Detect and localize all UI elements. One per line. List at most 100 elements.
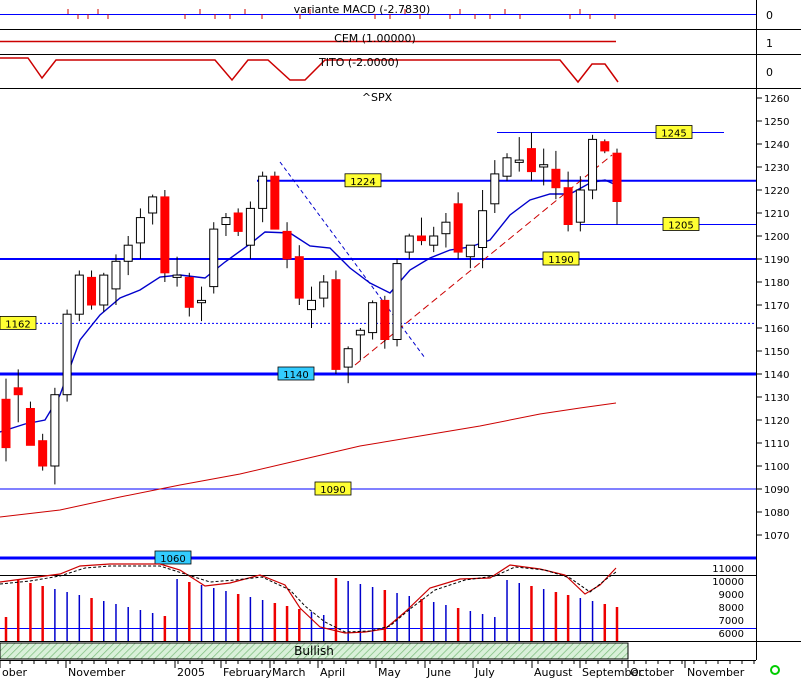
tito-line [0, 57, 619, 84]
candle-36 [441, 213, 451, 248]
x-month-label-12: November [687, 666, 745, 678]
x-month-label-4: March [272, 666, 306, 678]
y-tick-label-1190: 1190 [764, 255, 789, 266]
candles [1, 132, 622, 485]
candle-16 [197, 286, 207, 322]
candle-9 [111, 254, 121, 305]
y-tick-label-1230: 1230 [764, 163, 789, 174]
x-month-label-5: April [320, 666, 345, 678]
x-month-label-9: August [534, 666, 573, 678]
volume-panel: 11000 10000 9000 8000 7000 6000 [0, 563, 756, 641]
level-label-box-1090 [314, 481, 352, 496]
level-label-box-1245 [655, 125, 693, 139]
candle-48 [588, 134, 598, 200]
level-label-box-1140 [277, 366, 315, 381]
candle-40 [490, 160, 500, 213]
level-label-1060: 1060 [160, 554, 185, 565]
x-month-label-6: May [378, 666, 401, 678]
y-tick-label-1220: 1220 [764, 186, 789, 197]
y-tick-label-1150: 1150 [764, 347, 789, 358]
y-tick-label-1110: 1110 [764, 439, 789, 450]
level-label-box-1205 [662, 217, 700, 231]
y-tick-label-1170: 1170 [764, 301, 789, 312]
candle-46 [563, 171, 573, 232]
candle-15 [184, 272, 194, 317]
macd-label: variante MACD (-2.7830) [294, 3, 431, 16]
tito-panel: TITO (-2.0000) 0 [0, 56, 773, 84]
cem-label: CEM (1.00000) [334, 32, 416, 45]
candle-26 [319, 275, 329, 308]
y-tick-label-1100: 1100 [764, 462, 789, 473]
candle-45 [551, 150, 561, 200]
x-month-label-10: September [582, 666, 643, 678]
panel-frames [0, 0, 801, 660]
support-resistance-levels [0, 132, 756, 560]
level-label-box-1060 [154, 550, 192, 565]
y-tick-label-1210: 1210 [764, 209, 789, 220]
macd-panel: variante MACD (-2.7830) 0 [0, 3, 773, 22]
x-month-label-1: November [68, 666, 126, 678]
candle-8 [99, 272, 109, 312]
y-tick-label-1200: 1200 [764, 232, 789, 243]
y-tick-label-1120: 1120 [764, 416, 789, 427]
candle-24 [294, 245, 304, 305]
candle-22 [270, 171, 280, 230]
candle-14 [172, 256, 182, 287]
candle-35 [429, 226, 439, 253]
y-tick-label-1140: 1140 [764, 370, 789, 381]
level-labels: 1245 1224 1205 1190 1162 1140 1090 1060 [0, 125, 700, 565]
volume-tick-6000: 6000 [719, 629, 744, 640]
y-tick-label-1160: 1160 [764, 324, 789, 335]
volume-tick-7000: 7000 [719, 616, 744, 627]
candle-20 [245, 201, 255, 259]
y-tick-label-1080: 1080 [764, 508, 789, 519]
x-month-label-11: October [630, 666, 674, 678]
y-axis: 1070 1080 1090 1100 1110 1120 1130 1140 1150 1160… [756, 94, 789, 542]
tito-label: TITO (-2.0000) [318, 56, 399, 69]
x-axis: ober November 2005 February March April May Jun… [0, 660, 756, 678]
short-moving-average [0, 179, 617, 433]
candle-4 [50, 387, 60, 485]
level-label-1224: 1224 [350, 177, 375, 188]
level-label-1090: 1090 [320, 485, 345, 496]
candle-2 [25, 401, 35, 446]
candle-31 [380, 295, 390, 349]
candle-39 [478, 190, 488, 269]
candle-3 [38, 433, 48, 471]
y-tick-label-1260: 1260 [764, 94, 789, 105]
candle-18 [221, 213, 231, 236]
candle-43 [526, 132, 536, 181]
candle-13 [160, 190, 170, 282]
candle-5 [62, 309, 72, 402]
oscillator-signal [0, 565, 617, 633]
candle-25 [307, 286, 316, 328]
candle-34 [416, 217, 426, 246]
y-tick-label-1250: 1250 [764, 117, 789, 128]
volume-bars [4, 578, 619, 641]
level-label-1245: 1245 [661, 129, 686, 140]
level-label-1162: 1162 [5, 319, 30, 330]
level-label-box-1190 [542, 251, 580, 266]
level-label-box-1162 [0, 315, 37, 330]
tito-tick: 0 [766, 66, 773, 79]
x-month-label-3: February [223, 666, 272, 678]
candle-50 [612, 148, 622, 225]
candle-44 [539, 148, 549, 186]
y-tick-label-1180: 1180 [764, 278, 789, 289]
y-tick-label-1090: 1090 [764, 485, 789, 496]
candle-27 [331, 270, 341, 374]
level-label-1190: 1190 [548, 255, 573, 266]
volume-tick-8000: 8000 [719, 603, 744, 614]
chart-title: ^SPX [362, 91, 393, 104]
candle-7 [87, 270, 97, 310]
candle-47 [575, 176, 585, 232]
sentiment-bar: Bullish [0, 642, 629, 660]
candle-19 [233, 208, 243, 236]
candle-42 [514, 137, 524, 172]
oscillator-line [0, 563, 617, 634]
x-month-label-2: 2005 [177, 666, 205, 678]
sentiment-label: Bullish [294, 644, 334, 658]
y-tick-label-1130: 1130 [764, 393, 789, 404]
candle-38 [465, 244, 475, 269]
